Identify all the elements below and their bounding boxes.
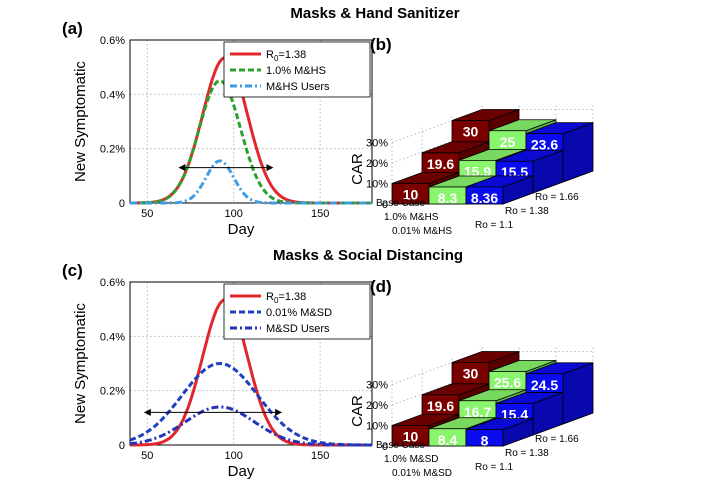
bar-front (428, 428, 467, 447)
ro-label: Ro = 1.38 (505, 448, 549, 459)
legend-entry: M&HS Users (266, 81, 330, 93)
x-tick-label: 100 (225, 450, 243, 462)
category-label: Base Case (376, 440, 425, 451)
row-2: Masks & Social Distancing (c) 0 0.2% 0.4% 0.6… (62, 247, 594, 480)
bar-value-label: 10 (403, 429, 419, 445)
y-tick-label: 0 (119, 440, 125, 452)
z-tick-label: 0 (382, 199, 388, 211)
bar-value-label: 25 (500, 134, 516, 150)
legend-entry: 1.0% M&HS (266, 65, 326, 77)
bar-value-label: 8 (481, 433, 489, 449)
bar-value-label: 24.5 (531, 377, 558, 393)
z-tick-label: 30% (366, 138, 388, 150)
series-line-2 (130, 79, 372, 205)
legend-entry: 0.01% M&SD (266, 307, 332, 319)
bar-value-label: 23.6 (531, 137, 558, 153)
category-label: 0.01% M&HS (392, 226, 452, 237)
bar-3-1: 8.36 (465, 175, 534, 206)
ro-label: Ro = 1.1 (475, 220, 514, 231)
y-tick-label: 0.4% (100, 331, 125, 343)
x-tick-label: 50 (141, 208, 153, 220)
y-axis-label: New Symptomatic (72, 61, 89, 182)
z-tick-label: 10% (366, 421, 388, 433)
x-tick-label: 150 (311, 208, 329, 220)
bar-value-label: 8.3 (438, 190, 458, 206)
x-tick-label: 150 (311, 450, 329, 462)
arrow-head-right (266, 164, 274, 172)
bar-value-label: 19.6 (427, 156, 454, 172)
y-tick-label: 0.2% (100, 144, 125, 156)
series-line-2 (129, 361, 372, 447)
ro-label: Ro = 1.38 (505, 206, 549, 217)
category-label: 1.0% M&HS (384, 212, 439, 223)
z-tick-label: 20% (366, 158, 388, 170)
panel-label: (c) (62, 261, 83, 280)
bar-front (465, 429, 504, 447)
bar-value-label: 19.6 (427, 398, 454, 414)
x-tick-label: 100 (225, 208, 243, 220)
bar-value-label: 25.6 (494, 375, 521, 391)
arrow-head-right (275, 408, 283, 416)
y-tick-label: 0.4% (100, 89, 125, 101)
panel-label: (a) (62, 19, 83, 38)
bar-3-1: 8 (465, 418, 534, 449)
x-axis-label: Day (228, 463, 255, 480)
bar-value-label: 8.36 (471, 190, 498, 206)
x-axis-label: Day (228, 221, 255, 238)
arrow-head-left (143, 408, 151, 416)
legend-entry: R0=1.38 (266, 49, 306, 63)
z-axis-label: CAR (349, 153, 366, 185)
ro-label: Ro = 1.66 (535, 434, 579, 445)
z-tick-label: 10% (366, 179, 388, 191)
plot-frame (129, 281, 373, 446)
legend-entry: M&SD Users (266, 323, 330, 335)
y-axis-label: New Symptomatic (72, 303, 89, 424)
bar-value-label: 10 (403, 187, 419, 203)
category-label: 1.0% M&SD (384, 454, 438, 465)
z-tick-label: 30% (366, 380, 388, 392)
z-tick-label: 20% (366, 400, 388, 412)
bar-value-label: 30 (463, 366, 479, 382)
panel-label: (b) (370, 35, 392, 54)
y-tick-label: 0.2% (100, 386, 125, 398)
plot-frame (129, 39, 373, 204)
row-title: Masks & Hand Sanitizer (290, 5, 459, 22)
line-chart: (a) 0 0.2% 0.4% 0.6% 50 100 150 Day New Symptomat… (62, 19, 373, 238)
legend: R0=1.38 1.0% M&HS M&HS Users (223, 41, 371, 98)
x-tick-label: 50 (141, 450, 153, 462)
y-tick-label: 0.6% (100, 277, 125, 289)
arrow-head-left (178, 164, 186, 172)
bar-front (391, 425, 430, 447)
legend: R0=1.38 0.01% M&SD M&SD Users (223, 283, 371, 340)
legend-entry: R0=1.38 (266, 291, 306, 305)
ro-label: Ro = 1.1 (475, 462, 514, 473)
y-tick-label: 0.6% (100, 35, 125, 47)
bar-value-label: 30 (463, 124, 479, 140)
bar-value-label: 8.4 (438, 432, 458, 448)
row-1: Masks & Hand Sanitizer (a) 0 0.2% 0.4% 0.6% 50… (62, 5, 594, 238)
row-title: Masks & Social Distancing (273, 247, 463, 264)
y-tick-label: 0 (119, 198, 125, 210)
bar-value-label: 15.9 (464, 163, 491, 179)
category-label: Base Case (376, 198, 425, 209)
z-tick-label: 0 (382, 441, 388, 453)
series-line-3 (130, 159, 372, 205)
line-chart: (c) 0 0.2% 0.4% 0.6% 50 100 150 Day New Symptomat… (62, 261, 373, 480)
category-label: 0.01% M&SD (392, 468, 452, 479)
z-axis-label: CAR (349, 395, 366, 427)
bar-front (391, 183, 430, 205)
bar-front (465, 186, 504, 205)
bar-value-label: 16.7 (464, 404, 491, 420)
ro-label: Ro = 1.66 (535, 192, 579, 203)
panel-label: (d) (370, 277, 392, 296)
